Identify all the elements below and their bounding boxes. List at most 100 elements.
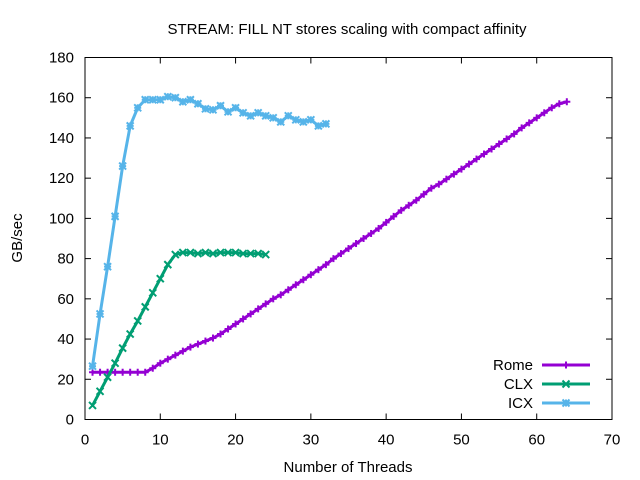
y-tick-label: 100 xyxy=(49,210,74,227)
data-point-icx xyxy=(118,161,127,171)
data-point-icx xyxy=(246,111,255,121)
data-point-rome xyxy=(134,368,142,376)
y-tick-label: 80 xyxy=(57,251,74,268)
data-point-rome xyxy=(179,347,187,355)
data-point-clx xyxy=(246,249,255,258)
data-point-rome xyxy=(232,320,240,328)
data-point-rome xyxy=(397,206,405,214)
data-point-icx xyxy=(238,108,248,118)
data-point-rome xyxy=(247,310,255,318)
data-point-rome xyxy=(269,295,277,303)
data-point-icx xyxy=(193,99,203,108)
y-tick-label: 40 xyxy=(57,331,74,348)
data-point-clx xyxy=(178,248,188,257)
data-point-rome xyxy=(262,300,270,308)
data-point-rome xyxy=(412,196,420,204)
data-point-rome xyxy=(390,212,398,220)
data-point-rome xyxy=(141,368,149,376)
data-point-rome xyxy=(352,240,360,248)
y-tick-label: 120 xyxy=(49,170,74,187)
data-point-clx xyxy=(201,248,210,257)
data-point-rome xyxy=(480,150,488,158)
legend-marker-icx xyxy=(561,398,571,408)
data-point-rome xyxy=(345,245,352,253)
legend-marker-rome xyxy=(562,361,570,369)
legend-marker-clx xyxy=(561,379,571,389)
series-line-icx xyxy=(91,95,327,367)
data-point-rome xyxy=(254,305,262,313)
data-point-icx xyxy=(276,117,285,127)
data-point-icx xyxy=(306,115,316,125)
x-tick-label: 0 xyxy=(81,432,89,449)
tick-layer: 0 10 20 30 40 50 60 70 0 20 40 60 80 100 120 140 160 180 xyxy=(49,50,620,449)
data-point-clx xyxy=(208,249,218,258)
data-point-rome xyxy=(337,250,345,258)
data-point-rome xyxy=(119,368,127,376)
data-point-rome xyxy=(525,119,533,127)
data-point-clx xyxy=(133,316,142,326)
data-point-icx xyxy=(291,115,301,125)
data-point-rome xyxy=(563,98,571,106)
data-point-rome xyxy=(126,368,134,376)
data-point-icx xyxy=(223,107,233,117)
data-point-clx xyxy=(238,249,248,258)
data-point-icx xyxy=(261,111,270,121)
data-point-clx xyxy=(253,249,263,258)
series-icx xyxy=(88,92,331,371)
x-tick-label: 10 xyxy=(152,432,169,449)
y-axis-label: GB/sec xyxy=(9,213,26,263)
data-point-rome xyxy=(314,266,322,274)
data-point-rome xyxy=(442,175,450,183)
data-point-rome xyxy=(171,351,179,359)
x-tick-label: 30 xyxy=(303,432,320,449)
data-point-clx xyxy=(193,249,203,258)
plot-frame xyxy=(84,57,613,420)
data-point-icx xyxy=(141,95,150,104)
data-point-clx xyxy=(171,250,180,259)
legend-label-rome: Rome xyxy=(493,357,533,374)
data-point-rome xyxy=(322,261,330,269)
data-point-rome xyxy=(299,276,307,284)
data-point-rome xyxy=(518,124,526,132)
data-point-rome xyxy=(555,100,563,108)
x-axis-label: Number of Threads xyxy=(284,459,413,476)
data-point-clx xyxy=(216,248,225,257)
data-point-rome xyxy=(209,334,217,342)
data-point-clx xyxy=(88,401,97,410)
data-point-rome xyxy=(382,218,390,226)
y-tick-label: 180 xyxy=(49,50,74,67)
data-point-rome xyxy=(307,271,315,279)
data-point-clx xyxy=(95,387,105,396)
data-point-rome xyxy=(457,165,465,173)
data-point-clx xyxy=(223,248,233,257)
series-line-rome xyxy=(92,100,568,374)
data-point-rome xyxy=(111,368,119,376)
data-point-rome xyxy=(472,155,480,163)
data-point-rome xyxy=(149,364,157,372)
x-tick-label: 40 xyxy=(378,432,395,449)
data-point-rome xyxy=(239,315,247,323)
data-point-icx xyxy=(216,101,225,110)
data-point-rome xyxy=(329,255,337,263)
data-point-icx xyxy=(208,105,218,114)
data-point-icx xyxy=(284,111,293,121)
data-point-rome xyxy=(548,104,556,112)
x-tick-label: 20 xyxy=(227,432,244,449)
data-point-clx xyxy=(261,250,270,259)
data-point-icx xyxy=(201,104,210,113)
legend-label-clx: CLX xyxy=(504,376,533,393)
data-point-icx xyxy=(88,361,97,371)
data-point-icx xyxy=(269,113,278,123)
data-point-rome xyxy=(201,337,209,345)
data-point-icx xyxy=(163,92,173,101)
series-rome xyxy=(89,98,571,376)
data-point-clx xyxy=(141,302,150,312)
data-point-icx xyxy=(314,121,323,131)
data-point-rome xyxy=(217,330,225,338)
data-point-rome xyxy=(495,140,503,148)
y-tick-label: 140 xyxy=(49,130,74,147)
data-point-rome xyxy=(465,160,473,168)
data-point-clx xyxy=(231,248,240,257)
data-point-rome xyxy=(292,281,300,289)
data-point-icx xyxy=(178,97,188,106)
